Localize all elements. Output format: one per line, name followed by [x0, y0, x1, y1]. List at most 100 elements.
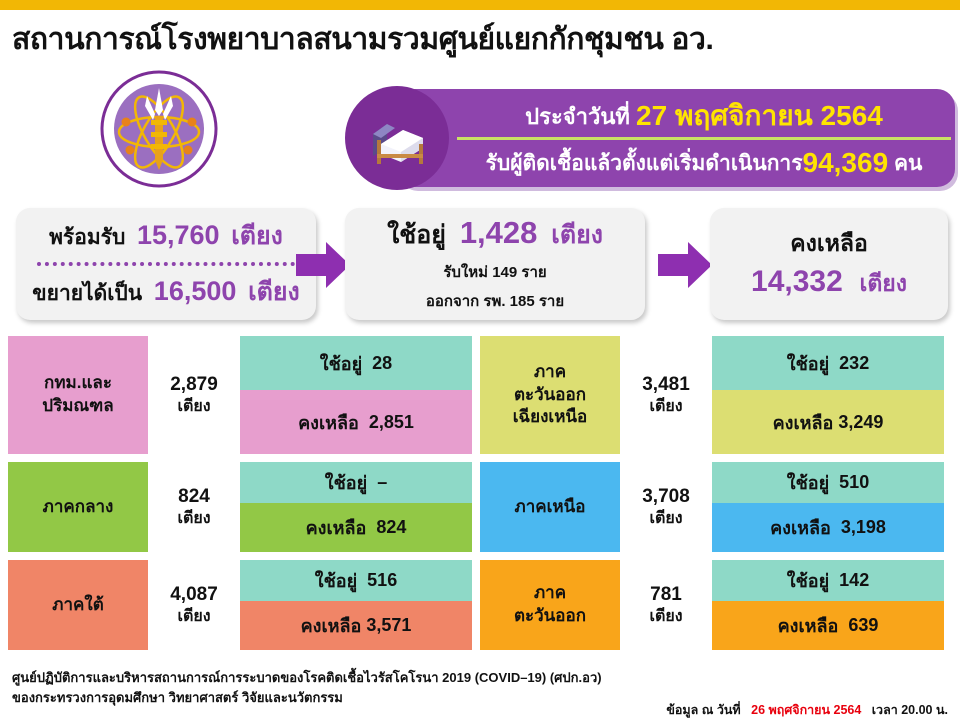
used-value: 232 — [839, 352, 870, 373]
remaining-main: 14,332 เตียง — [751, 265, 907, 302]
ready-beds-card: พร้อมรับ 15,760 เตียง ขยายได้เป็น 16,500… — [16, 208, 316, 320]
region-total-value: 781 — [650, 584, 682, 605]
region-free-bar: คงเหลือ 639 — [712, 601, 944, 650]
region-total-north: 3,708 เตียง — [620, 462, 712, 552]
free-value: 3,249 — [838, 411, 884, 432]
header-divider — [457, 137, 951, 140]
used-label: ใช้อยู่ — [314, 571, 358, 592]
expandable-unit: เตียง — [248, 278, 300, 306]
region-used-bar: ใช้อยู่ 142 — [712, 560, 944, 602]
free-label: คงเหลือ — [305, 518, 367, 539]
region-name-south: ภาคใต้ — [8, 560, 148, 650]
hospital-bed-icon — [363, 104, 431, 172]
free-label: คงเหลือ — [772, 412, 834, 433]
used-label: ใช้อยู่ — [319, 353, 363, 374]
region-name-bangkok: กทม.และ ปริมณฑล — [8, 336, 148, 454]
free-label: คงเหลือ — [300, 616, 362, 637]
free-label: คงเหลือ — [777, 616, 839, 637]
remaining-unit: เตียง — [859, 270, 907, 296]
region-cell-northeast: ภาค ตะวันออก เฉียงเหนือ 3,481 เตียง ใช้อ… — [480, 336, 952, 454]
region-used-bar: ใช้อยู่ 516 — [240, 560, 472, 602]
region-total-value: 3,481 — [642, 374, 690, 395]
region-cell-east: ภาค ตะวันออก 781 เตียง ใช้อยู่ 142 คงเหล… — [480, 560, 952, 650]
region-name-central: ภาคกลาง — [8, 462, 148, 552]
region-used-bar: ใช้อยู่ – — [240, 462, 472, 504]
region-used-bar: ใช้อยู่ 28 — [240, 336, 472, 391]
region-bars-east: ใช้อยู่ 142 คงเหลือ 639 — [712, 560, 944, 650]
used-label: ใช้อยู่ — [786, 473, 830, 494]
header-cumulative-row: รับผู้ติดเชื้อแล้วตั้งแต่เริ่มดำเนินการ … — [455, 139, 953, 187]
region-total-east: 781 เตียง — [620, 560, 712, 650]
region-free-bar: คงเหลือ 824 — [240, 503, 472, 552]
used-value: – — [377, 472, 388, 493]
ready-label: พร้อมรับ — [49, 226, 126, 249]
region-name-line: กทม.และ — [44, 373, 112, 393]
region-cell-bangkok: กทม.และ ปริมณฑล 2,879 เตียง ใช้อยู่ 28 ค… — [8, 336, 480, 454]
date-prefix-label: ประจำวันที่ — [525, 103, 630, 129]
footer-organization: ศูนย์ปฏิบัติการและบริหารสถานการณ์การระบา… — [12, 668, 672, 707]
top-gold-bar — [0, 0, 960, 10]
flow-arrow-1-icon — [296, 240, 350, 290]
region-cell-north: ภาคเหนือ 3,708 เตียง ใช้อยู่ 510 คงเหลือ… — [480, 462, 952, 552]
region-total-value: 824 — [178, 486, 210, 507]
region-name-line: ตะวันออก — [513, 384, 587, 404]
region-total-south: 4,087 เตียง — [148, 560, 240, 650]
ready-beds-line2: ขยายได้เป็น 16,500 เตียง — [32, 272, 299, 312]
region-total-unit: เตียง — [177, 509, 211, 527]
used-value: 142 — [839, 570, 870, 591]
cumulative-label: รับผู้ติดเชื้อแล้วตั้งแต่เริ่มดำเนินการ — [485, 151, 803, 175]
region-grid: กทม.และ ปริมณฑล 2,879 เตียง ใช้อยู่ 28 ค… — [8, 336, 952, 660]
footer-line-1: ศูนย์ปฏิบัติการและบริหารสถานการณ์การระบา… — [12, 670, 602, 685]
region-total-value: 2,879 — [170, 374, 218, 395]
ready-value: 15,760 — [136, 220, 220, 250]
expandable-label: ขยายได้เป็น — [32, 282, 143, 305]
region-bars-central: ใช้อยู่ – คงเหลือ 824 — [240, 462, 472, 552]
data-time-label: เวลา 20.00 น. — [871, 703, 948, 717]
region-bars-northeast: ใช้อยู่ 232 คงเหลือ 3,249 — [712, 336, 944, 454]
region-name-northeast: ภาค ตะวันออก เฉียงเหนือ — [480, 336, 620, 454]
ready-unit: เตียง — [231, 222, 283, 250]
date-value: 27 พฤศจิกายน 2564 — [636, 100, 883, 131]
region-row: กทม.และ ปริมณฑล 2,879 เตียง ใช้อยู่ 28 ค… — [8, 336, 952, 454]
cumulative-unit: คน — [893, 151, 923, 175]
in-use-new-admissions: รับใหม่ 149 ราย — [443, 264, 547, 281]
region-free-bar: คงเหลือ 3,571 — [240, 601, 472, 650]
in-use-unit: เตียง — [551, 221, 603, 249]
region-used-bar: ใช้อยู่ 510 — [712, 462, 944, 504]
region-total-unit: เตียง — [649, 509, 683, 527]
data-date-value: 26 พฤศจิกายน 2564 — [751, 703, 862, 717]
region-total-unit: เตียง — [649, 607, 683, 625]
region-name-north: ภาคเหนือ — [480, 462, 620, 552]
in-use-card: ใช้อยู่ 1,428 เตียง รับใหม่ 149 ราย ออกจ… — [345, 208, 645, 320]
region-total-bangkok: 2,879 เตียง — [148, 336, 240, 454]
region-bars-north: ใช้อยู่ 510 คงเหลือ 3,198 — [712, 462, 944, 552]
region-cell-central: ภาคกลาง 824 เตียง ใช้อยู่ – คงเหลือ 824 — [8, 462, 480, 552]
used-label: ใช้อยู่ — [786, 571, 830, 592]
card-dotted-divider — [37, 262, 295, 266]
free-value: 3,198 — [840, 517, 886, 538]
region-total-value: 3,708 — [642, 486, 690, 507]
ministry-logo — [100, 70, 218, 188]
region-name-line: ตะวันออก — [513, 606, 587, 625]
free-label: คงเหลือ — [298, 412, 359, 433]
flow-arrow-2-icon — [658, 240, 712, 290]
region-name-line: ภาค — [533, 361, 567, 381]
free-value: 639 — [848, 615, 879, 636]
region-free-bar: คงเหลือ 3,198 — [712, 503, 944, 552]
region-bars-bangkok: ใช้อยู่ 28 คงเหลือ 2,851 — [240, 336, 472, 454]
header-date-row: ประจำวันที่ 27 พฤศจิกายน 2564 — [455, 92, 953, 140]
region-row: ภาคกลาง 824 เตียง ใช้อยู่ – คงเหลือ 824 — [8, 462, 952, 552]
region-bars-south: ใช้อยู่ 516 คงเหลือ 3,571 — [240, 560, 472, 650]
region-name-line: เฉียงเหนือ — [512, 407, 588, 427]
region-total-unit: เตียง — [177, 607, 211, 625]
header-summary-panel: ประจำวันที่ 27 พฤศจิกายน 2564 รับผู้ติดเ… — [345, 86, 955, 190]
region-free-bar: คงเหลือ 3,249 — [712, 390, 944, 454]
cumulative-value: 94,369 — [802, 147, 889, 178]
region-name-line: ภาคใต้ — [52, 594, 104, 614]
region-free-bar: คงเหลือ 2,851 — [240, 390, 472, 454]
data-prefix-label: ข้อมูล ณ วันที่ — [666, 703, 741, 717]
used-value: 28 — [372, 352, 393, 373]
region-name-line: ปริมณฑล — [42, 396, 114, 415]
ready-beds-line1: พร้อมรับ 15,760 เตียง — [49, 216, 283, 256]
used-label: ใช้อยู่ — [324, 473, 368, 494]
